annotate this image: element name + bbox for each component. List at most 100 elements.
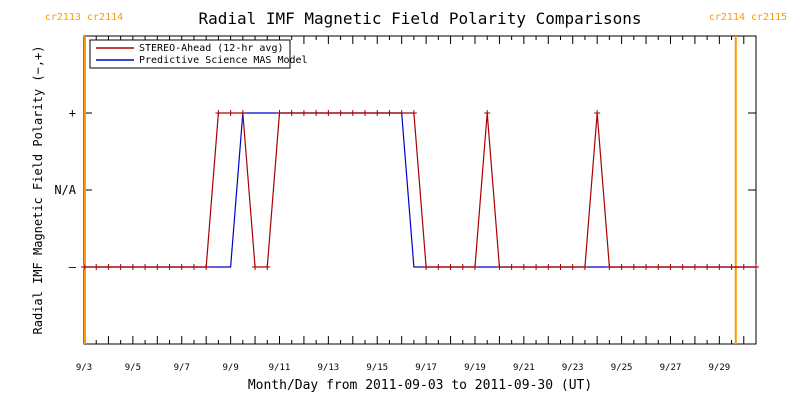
series-line-0 — [84, 112, 756, 268]
data-point-marker — [581, 264, 588, 270]
legend: STEREO-Ahead (12-hr avg) Predictive Scie… — [89, 39, 308, 69]
data-point — [691, 264, 698, 270]
data-point — [142, 264, 149, 270]
data-point-marker — [691, 264, 698, 270]
data-point — [740, 264, 747, 270]
data-point — [630, 264, 637, 270]
data-point-marker — [569, 264, 576, 270]
x-axis-label: Month/Day from 2011-09-03 to 2011-09-30 … — [248, 378, 592, 393]
data-point-marker — [117, 264, 124, 270]
y-tick-label: + — [69, 106, 76, 120]
x-tick-label: 9/5 — [125, 363, 141, 373]
data-point — [643, 264, 650, 270]
y-axis-label: Radial IMF Magnetic Field Polarity (−,+) — [31, 46, 45, 335]
data-point-marker — [435, 264, 442, 270]
data-point — [190, 264, 197, 270]
data-point — [594, 110, 601, 116]
data-point — [215, 110, 222, 116]
data-point-marker — [325, 110, 332, 116]
data-point-marker — [154, 264, 161, 270]
data-point — [618, 264, 625, 270]
x-tick-label: 9/29 — [709, 363, 731, 373]
data-point-marker — [203, 264, 210, 270]
carrington-label-right: cr2114 cr2115 — [709, 12, 787, 23]
data-point-marker — [93, 264, 100, 270]
data-point-marker — [508, 264, 515, 270]
data-point-marker — [300, 110, 307, 116]
data-point-marker — [349, 110, 356, 116]
x-axis: 9/3 9/5 9/7 9/9 9/11 9/13 9/15 9/17 9/19 9/21 9/23… — [76, 36, 757, 373]
data-point — [423, 264, 430, 270]
data-point-marker — [496, 264, 503, 270]
data-point — [545, 264, 552, 270]
data-point-marker — [471, 264, 478, 270]
data-point — [557, 264, 564, 270]
data-point-marker — [264, 264, 271, 270]
data-point-marker — [447, 264, 454, 270]
data-point — [105, 264, 112, 270]
data-point — [459, 264, 466, 270]
data-point-marker — [533, 264, 540, 270]
data-point-marker — [386, 110, 393, 116]
series-layer — [81, 110, 759, 270]
data-point-marker — [643, 264, 650, 270]
data-point-marker — [337, 110, 344, 116]
data-point — [569, 264, 576, 270]
x-tick-label: 9/9 — [222, 363, 238, 373]
data-point-marker — [753, 264, 759, 270]
data-point-marker — [239, 110, 246, 116]
data-point-marker — [655, 264, 662, 270]
data-point-marker — [190, 264, 197, 270]
data-point — [667, 264, 674, 270]
data-point — [704, 264, 711, 270]
data-point-marker — [215, 110, 222, 116]
data-point-marker — [105, 264, 112, 270]
x-tick-label: 9/27 — [660, 363, 682, 373]
data-point — [325, 110, 332, 116]
data-point — [508, 264, 515, 270]
data-point-marker — [704, 264, 711, 270]
data-point-marker — [484, 110, 491, 116]
data-point — [447, 264, 454, 270]
data-point-marker — [374, 110, 381, 116]
data-point — [606, 264, 613, 270]
y-axis: + N/A – — [54, 106, 756, 274]
x-tick-label: 9/17 — [415, 363, 437, 373]
data-point — [81, 264, 87, 270]
data-point — [264, 264, 271, 270]
data-point-marker — [362, 110, 369, 116]
data-point — [203, 264, 210, 270]
x-tick-label: 9/25 — [611, 363, 633, 373]
data-point-marker — [740, 264, 747, 270]
data-point-marker — [728, 264, 735, 270]
data-point — [288, 110, 295, 116]
data-point-marker — [178, 264, 185, 270]
data-point-marker — [129, 264, 136, 270]
data-point — [349, 110, 356, 116]
x-tick-label: 9/11 — [269, 363, 291, 373]
data-point — [166, 264, 173, 270]
data-point-marker — [606, 264, 613, 270]
data-point-marker — [313, 110, 320, 116]
data-point — [753, 264, 759, 270]
x-tick-label: 9/7 — [174, 363, 190, 373]
data-point — [679, 264, 686, 270]
data-point-marker — [166, 264, 173, 270]
data-point-marker — [142, 264, 149, 270]
data-point — [716, 264, 723, 270]
data-point-marker — [81, 264, 87, 270]
data-point — [178, 264, 185, 270]
data-point — [435, 264, 442, 270]
data-point-marker — [545, 264, 552, 270]
data-point-marker — [423, 264, 430, 270]
data-point — [129, 264, 136, 270]
data-point — [154, 264, 161, 270]
data-point-marker — [520, 264, 527, 270]
chart-title: Radial IMF Magnetic Field Polarity Compa… — [198, 9, 641, 28]
x-tick-label: 9/21 — [513, 363, 535, 373]
data-point-marker — [276, 110, 283, 116]
x-tick-label: 9/13 — [318, 363, 340, 373]
data-point-marker — [557, 264, 564, 270]
data-point-marker — [288, 110, 295, 116]
data-point — [337, 110, 344, 116]
